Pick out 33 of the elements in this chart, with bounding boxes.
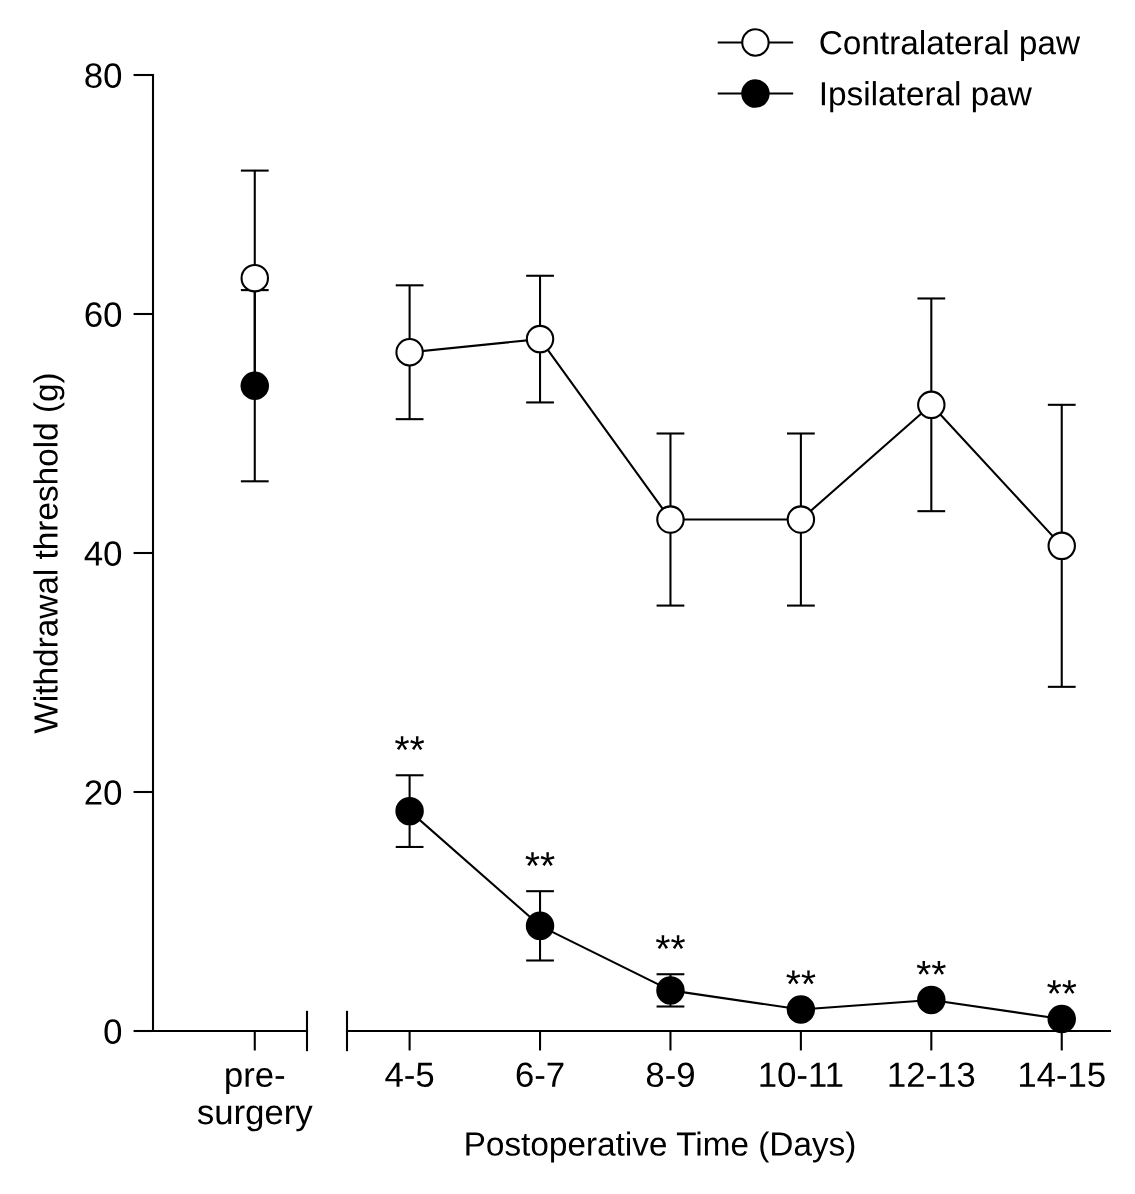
legend-label: Ipsilateral paw	[821, 81, 1032, 113]
point	[395, 796, 424, 826]
y-tick-label: 0	[104, 1019, 122, 1044]
annotation: **	[1047, 980, 1077, 994]
y-tick-label: 80	[85, 63, 122, 88]
point	[1047, 1004, 1076, 1034]
point	[525, 324, 555, 354]
x-tick-label: 6-7	[516, 1062, 564, 1088]
x-tick-label: 14-15	[1019, 1062, 1105, 1088]
y-tick-label: 40	[84, 541, 122, 566]
point	[525, 911, 555, 941]
x-tick-label: 4-5	[385, 1062, 434, 1088]
annotation: **	[916, 961, 946, 975]
point	[395, 338, 424, 367]
x-axis-title: Postoperative Time (Days)	[466, 1131, 855, 1163]
x-tick-label: pre- surgery	[197, 1068, 313, 1132]
y-tick-label: 60	[85, 302, 122, 327]
x-tick-label: 8-9	[646, 1062, 694, 1088]
x-tick-label: 12-13	[889, 1062, 975, 1088]
point	[917, 390, 946, 420]
y-axis-title: Withdrawal threshold (g)	[33, 374, 65, 734]
annotation: **	[525, 852, 555, 866]
point	[786, 995, 816, 1024]
point	[1047, 531, 1076, 561]
annotation: **	[786, 970, 816, 985]
legend-label: Contralateral paw	[820, 30, 1081, 62]
point	[656, 505, 685, 534]
y-tick-label: 20	[85, 780, 122, 805]
annotation: **	[655, 935, 685, 949]
point	[917, 985, 946, 1015]
x-tick-label: 10-11	[760, 1062, 843, 1088]
annotation: **	[395, 736, 425, 750]
point	[786, 505, 816, 534]
